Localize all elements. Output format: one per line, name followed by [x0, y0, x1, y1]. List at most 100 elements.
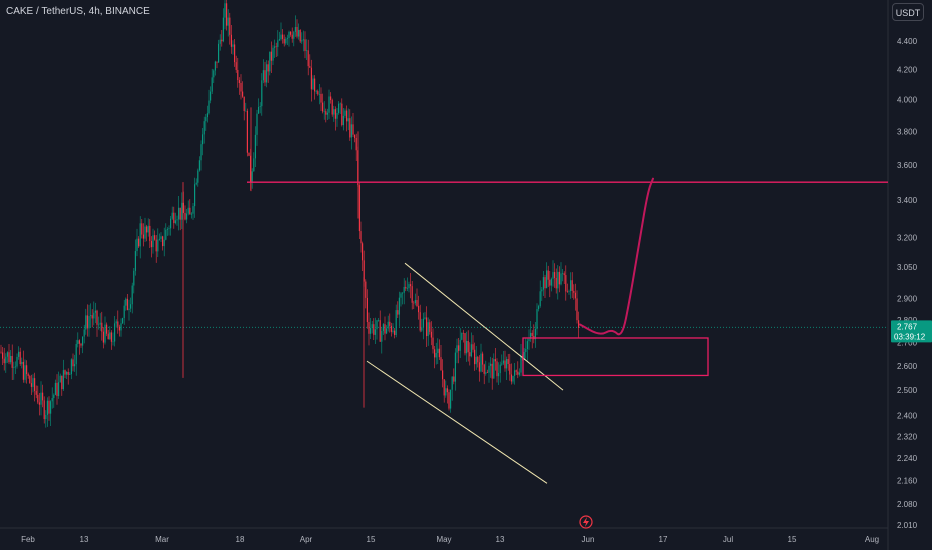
candle [427, 317, 429, 346]
candle [371, 321, 373, 334]
candle [355, 133, 357, 162]
x-tick-label: May [436, 535, 451, 544]
candle [35, 385, 37, 399]
candle [448, 389, 450, 411]
candle [430, 321, 432, 346]
candle [370, 317, 372, 340]
candle [293, 30, 295, 47]
candle [51, 387, 53, 409]
candle [205, 114, 207, 131]
x-tick-label: Feb [21, 535, 35, 544]
candle [442, 359, 444, 388]
candle [150, 236, 152, 258]
candle [486, 369, 488, 373]
candle [344, 108, 346, 119]
x-tick-label: 18 [236, 535, 245, 544]
candle [510, 363, 512, 385]
candle [312, 75, 314, 91]
candle [538, 304, 540, 312]
candle [99, 313, 101, 331]
candle [187, 200, 189, 216]
last-price-badge [891, 320, 932, 343]
y-tick-label: 2.160 [897, 476, 918, 485]
candle [22, 350, 24, 383]
support-zone-box [522, 337, 709, 377]
candle [387, 315, 389, 332]
candle [453, 368, 455, 385]
candle [557, 265, 559, 300]
candle [398, 291, 400, 327]
y-tick-label: 2.240 [897, 454, 918, 463]
candle [435, 342, 437, 365]
candle [546, 262, 548, 289]
candle [189, 199, 191, 215]
y-tick-label: 2.080 [897, 500, 918, 509]
candle [394, 328, 396, 339]
candle [288, 30, 290, 47]
candle [8, 343, 10, 365]
candle [434, 346, 436, 369]
candle [208, 89, 210, 115]
candle [414, 293, 416, 306]
candle [142, 223, 144, 247]
candle [541, 287, 543, 301]
candle [240, 74, 242, 100]
candle [181, 192, 183, 230]
candle [422, 312, 424, 340]
candle [131, 282, 133, 314]
candle [315, 89, 317, 94]
candle [440, 345, 442, 371]
x-tick-label: Mar [155, 535, 169, 544]
candle [246, 108, 248, 157]
candle [331, 98, 333, 117]
candle [512, 375, 514, 384]
candle [264, 61, 266, 87]
candle [109, 326, 111, 340]
candle [13, 361, 15, 380]
candle [563, 271, 565, 284]
candle [462, 329, 464, 343]
candle [146, 224, 148, 242]
candle [88, 304, 90, 337]
candle [179, 207, 181, 231]
currency-button[interactable]: USDT [892, 3, 924, 21]
candle [578, 311, 580, 339]
candle [64, 369, 66, 379]
candle [176, 215, 178, 226]
candle [446, 385, 448, 404]
candle [77, 332, 79, 348]
candle [501, 354, 503, 366]
candle [403, 278, 405, 305]
candle [310, 59, 312, 102]
candle [29, 374, 31, 384]
candle [389, 313, 391, 333]
candle [117, 310, 119, 334]
candle [333, 105, 335, 122]
candle [198, 156, 200, 172]
candle [421, 318, 423, 333]
candle [518, 368, 520, 377]
candle [304, 31, 306, 59]
candle [171, 206, 173, 220]
candle [301, 32, 303, 44]
candle [118, 324, 120, 337]
candle [75, 339, 77, 376]
candle [78, 339, 80, 355]
x-tick-label: Jul [723, 535, 733, 544]
candle [392, 323, 394, 334]
candle [483, 363, 485, 385]
candle [350, 116, 352, 150]
y-tick-label: 4.200 [897, 66, 918, 75]
candle [229, 12, 231, 45]
candle [112, 332, 114, 346]
candle [136, 228, 138, 257]
candle [562, 268, 564, 282]
y-tick-label: 2.600 [897, 362, 918, 371]
candle [322, 93, 324, 114]
candle [278, 31, 280, 41]
candle [411, 281, 413, 310]
candle [48, 396, 50, 421]
channel-upper-line [404, 262, 564, 391]
candle [242, 81, 244, 98]
